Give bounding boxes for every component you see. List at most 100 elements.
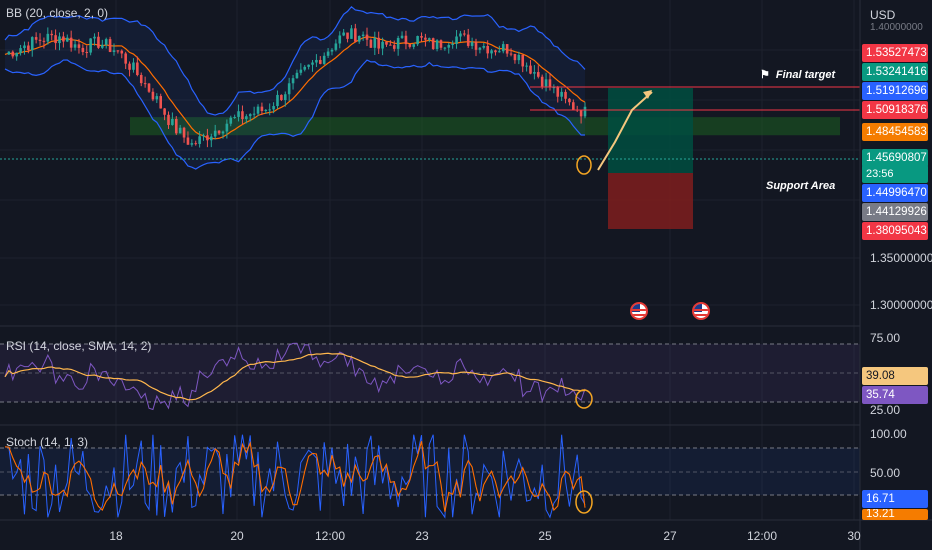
candle-body	[408, 44, 412, 47]
rsi-indicator-label[interactable]: RSI (14, close, SMA, 14, 2)	[6, 339, 152, 353]
time-axis-tick: 27	[663, 529, 677, 543]
candle-body	[354, 28, 357, 42]
candle-body	[350, 28, 353, 39]
candle-body	[11, 51, 15, 57]
candle-body	[525, 65, 528, 67]
candle-body	[58, 36, 61, 44]
bb-indicator-label[interactable]: BB (20, close, 2, 0)	[6, 6, 109, 20]
stoch-k-tag: 16.71	[862, 490, 928, 508]
candle-body	[65, 37, 69, 42]
candle-body	[280, 94, 283, 101]
candle-body	[443, 47, 447, 49]
candle-body	[272, 106, 275, 110]
candle-body	[319, 59, 322, 64]
candle-body	[381, 41, 384, 49]
candle-body	[412, 44, 416, 47]
candle-body	[97, 36, 100, 48]
candle-body	[291, 78, 295, 84]
candle-body	[377, 37, 380, 49]
candle-body	[529, 65, 532, 74]
rsi-axis-top: 75.00	[870, 331, 901, 345]
stoch-d-tag: 13.21	[862, 509, 928, 520]
candle-body	[435, 40, 439, 49]
candle-body	[392, 45, 396, 49]
stoch-indicator-label[interactable]: Stoch (14, 1, 3)	[6, 435, 89, 449]
stop-zone	[608, 173, 693, 229]
candles	[7, 23, 587, 148]
rsi-ma-tag: 35.74	[862, 386, 928, 404]
candle-body	[315, 59, 318, 63]
candle-body	[186, 137, 190, 145]
candle-body	[334, 43, 338, 50]
candle-body	[163, 108, 166, 115]
time-axis-tick: 25	[538, 529, 552, 543]
candle-body	[560, 91, 563, 97]
candle-body	[346, 32, 349, 39]
price-tag: 1.38095043	[862, 222, 928, 240]
candle-body	[474, 42, 478, 50]
us-flag-event-icon[interactable]	[692, 302, 710, 320]
time-axis-tick: 23	[415, 529, 429, 543]
candle-body	[159, 96, 163, 109]
candle-body	[136, 62, 139, 76]
candle-body	[128, 63, 131, 70]
candle-body	[396, 37, 400, 49]
candle-body	[202, 135, 205, 137]
us-flag-event-icon[interactable]	[630, 302, 648, 320]
candle-body	[311, 62, 314, 65]
rsi-highlight-marker	[575, 389, 593, 409]
candle-body	[303, 66, 307, 70]
time-axis-tick: 30	[847, 529, 861, 543]
candle-body	[400, 35, 404, 38]
candle-body	[46, 33, 50, 42]
candle-body	[416, 36, 419, 45]
candle-body	[564, 91, 567, 99]
time-axis-tick: 18	[109, 529, 123, 543]
candle-body	[260, 106, 264, 112]
candle-body	[583, 106, 587, 117]
candle-body	[93, 36, 96, 39]
candle-body	[439, 40, 443, 48]
candle-body	[295, 72, 299, 79]
candle-body	[116, 50, 120, 52]
candle-body	[572, 102, 575, 110]
candle-body	[198, 136, 201, 144]
rsi-pane	[0, 342, 860, 411]
time-axis-tick: 12:00	[746, 529, 778, 543]
candle-body	[62, 36, 65, 42]
bb-lower-line	[4, 59, 586, 170]
projection-arrow	[597, 91, 653, 171]
candle-body	[101, 44, 104, 48]
candle-body	[420, 36, 423, 38]
stoch-highlight-marker	[575, 490, 593, 514]
candle-body	[104, 39, 108, 45]
candle-body	[147, 83, 151, 92]
stoch-axis-mid: 50.00	[870, 466, 901, 480]
candle-body	[424, 37, 427, 40]
candle-body	[283, 94, 287, 101]
candle-body	[338, 35, 342, 44]
price-tag: 1.53241416	[862, 63, 928, 81]
price-tag: 1.51912696	[862, 82, 928, 100]
candle-body	[342, 32, 345, 36]
bb-upper-line	[4, 5, 586, 116]
candle-body	[427, 38, 431, 40]
candle-body	[533, 72, 536, 74]
candle-body	[264, 109, 268, 112]
projection-arrowhead	[643, 90, 652, 99]
candle-body	[494, 50, 497, 53]
currency-label[interactable]: USD	[870, 8, 896, 22]
candle-body	[139, 75, 143, 84]
candle-body	[326, 51, 330, 56]
candle-body	[155, 96, 159, 100]
candle-body	[23, 45, 26, 49]
candle-body	[389, 44, 392, 46]
candle-body	[385, 41, 388, 45]
candle-body	[486, 45, 489, 54]
candle-body	[536, 72, 540, 77]
stoch-k-line	[4, 434, 586, 519]
candle-body	[190, 143, 194, 145]
candle-body	[307, 64, 310, 67]
